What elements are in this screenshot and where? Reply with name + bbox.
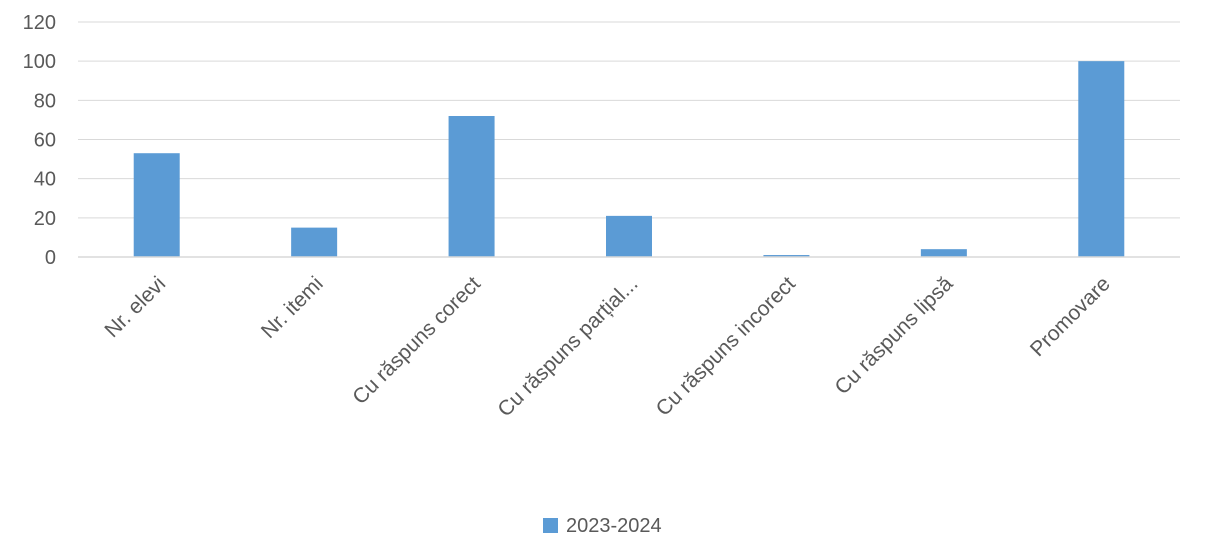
bar-3 [606,215,652,257]
y-tick-label: 80 [34,90,56,112]
gridlines [78,21,1180,219]
bar-2 [448,116,495,257]
legend-swatch [543,518,558,533]
x-category-label: Cu răspuns lipsă [831,272,958,399]
bar-5 [920,249,967,257]
y-tick-label: 0 [45,247,56,269]
x-category-label: Cu răspuns incorect [652,272,800,420]
x-axis-labels: Nr. elevi Nr. itemi Cu răspuns corect Cu ră… [100,272,1114,421]
x-category-label: Promovare [1026,272,1115,361]
bar-1 [291,227,338,257]
x-category-label: Nr. itemi [257,272,328,343]
x-category-label: Cu răspuns corect [348,272,485,409]
legend-label: 2023-2024 [566,515,662,537]
y-tick-label: 120 [23,12,56,34]
bars [133,61,1125,257]
bar-0 [133,153,180,257]
bar-4 [763,255,810,257]
y-tick-label: 40 [34,169,56,191]
x-category-label: Cu răspuns parțial... [493,272,642,421]
x-category-label: Nr. elevi [100,272,170,342]
y-tick-label: 60 [34,130,56,152]
y-axis-ticks: 0 20 40 60 80 100 120 [23,12,56,269]
legend: 2023-2024 [543,515,662,537]
y-tick-label: 20 [34,208,56,230]
y-tick-label: 100 [23,51,56,73]
bar-6 [1078,61,1125,257]
